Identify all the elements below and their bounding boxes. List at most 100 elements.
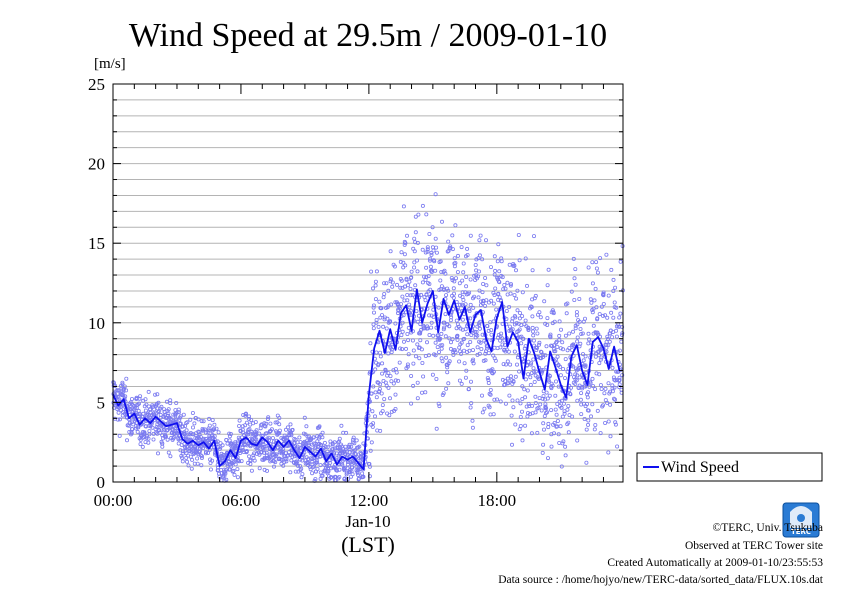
- scatter-point: [293, 437, 298, 442]
- scatter-point: [465, 332, 470, 337]
- scatter-point: [165, 437, 170, 442]
- scatter-point: [548, 332, 553, 337]
- scatter-point: [377, 389, 382, 394]
- scatter-point: [401, 339, 406, 344]
- scatter-point: [425, 324, 430, 329]
- scatter-point: [428, 264, 433, 269]
- scatter-point: [368, 341, 373, 346]
- scatter-point: [540, 450, 545, 455]
- scatter-point: [397, 304, 402, 309]
- scatter-point: [250, 431, 255, 436]
- scatter-point: [436, 401, 441, 406]
- scatter-point: [380, 409, 385, 414]
- scatter-point: [382, 397, 387, 402]
- scatter-point: [512, 293, 517, 298]
- scatter-point: [503, 286, 508, 291]
- scatter-point: [505, 280, 510, 285]
- scatter-point: [452, 279, 457, 284]
- scatter-point: [418, 330, 423, 335]
- scatter-point: [249, 418, 254, 423]
- scatter-point: [448, 318, 453, 323]
- scatter-point: [247, 454, 252, 459]
- scatter-point: [345, 458, 350, 463]
- scatter-point: [415, 240, 420, 245]
- scatter-point: [492, 292, 497, 297]
- scatter-point: [369, 269, 374, 274]
- scatter-point: [603, 420, 608, 425]
- scatter-point: [571, 329, 576, 334]
- scatter-point: [115, 417, 120, 422]
- scatter-point: [551, 311, 556, 316]
- scatter-point: [612, 300, 617, 305]
- scatter-point: [599, 304, 604, 309]
- scatter-point: [245, 430, 250, 435]
- scatter-point: [512, 263, 517, 268]
- scatter-point: [288, 422, 293, 427]
- scatter-point: [583, 363, 588, 368]
- scatter-point: [465, 246, 470, 251]
- scatter-point: [445, 370, 450, 375]
- scatter-point: [240, 445, 245, 450]
- scatter-point: [552, 343, 557, 348]
- scatter-point: [468, 302, 473, 307]
- scatter-point: [500, 342, 505, 347]
- scatter-point: [598, 357, 603, 362]
- scatter-point: [332, 440, 337, 445]
- scatter-point: [313, 477, 318, 482]
- scatter-point: [295, 463, 300, 468]
- scatter-point: [460, 290, 465, 295]
- scatter-point: [388, 374, 393, 379]
- scatter-point: [401, 313, 406, 318]
- scatter-point: [438, 343, 443, 348]
- scatter-point: [559, 327, 564, 332]
- scatter-point: [201, 419, 206, 424]
- scatter-point: [523, 377, 528, 382]
- scatter-point: [619, 339, 624, 344]
- scatter-point: [164, 428, 169, 433]
- scatter-point: [483, 303, 488, 308]
- scatter-point: [558, 373, 563, 378]
- scatter-point: [438, 278, 443, 283]
- scatter-point: [448, 244, 453, 249]
- scatter-point: [326, 469, 331, 474]
- scatter-point: [575, 322, 580, 327]
- scatter-point: [493, 358, 498, 363]
- scatter-point: [429, 269, 434, 274]
- scatter-point: [252, 458, 257, 463]
- scatter-point: [611, 277, 616, 282]
- scatter-point: [557, 399, 562, 404]
- scatter-point: [610, 383, 615, 388]
- scatter-point: [586, 408, 591, 413]
- scatter-point: [525, 283, 530, 288]
- scatter-point: [513, 374, 518, 379]
- scatter-point: [399, 278, 404, 283]
- scatter-point: [540, 367, 545, 372]
- scatter-point: [411, 383, 416, 388]
- scatter-point: [558, 424, 563, 429]
- scatter-point: [224, 477, 229, 482]
- scatter-point: [199, 455, 204, 460]
- scatter-point: [229, 441, 234, 446]
- scatter-point: [266, 438, 271, 443]
- scatter-point: [561, 347, 566, 352]
- scatter-point: [304, 424, 309, 429]
- scatter-point: [120, 382, 125, 387]
- scatter-point: [606, 381, 611, 386]
- scatter-point: [592, 427, 597, 432]
- scatter-point: [434, 376, 439, 381]
- scatter-point: [134, 405, 139, 410]
- scatter-point: [601, 291, 606, 296]
- scatter-point: [184, 459, 189, 464]
- scatter-point: [176, 407, 181, 412]
- scatter-point: [447, 359, 452, 364]
- scatter-point: [429, 325, 434, 330]
- scatter-point: [513, 422, 518, 427]
- scatter-point: [581, 352, 586, 357]
- scatter-point: [418, 322, 423, 327]
- scatter-point: [401, 260, 406, 265]
- scatter-point: [523, 318, 528, 323]
- scatter-point: [597, 361, 602, 366]
- scatter-point: [473, 262, 478, 267]
- scatter-point: [400, 294, 405, 299]
